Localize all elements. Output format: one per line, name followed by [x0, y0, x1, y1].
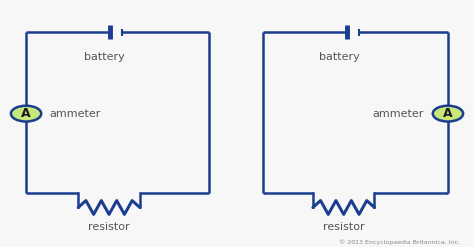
Circle shape	[11, 106, 41, 122]
Text: © 2013 Encyclopaedia Britannica, Inc.: © 2013 Encyclopaedia Britannica, Inc.	[338, 239, 460, 245]
Text: A: A	[443, 107, 453, 120]
Text: ammeter: ammeter	[373, 109, 424, 119]
Text: resistor: resistor	[323, 222, 365, 232]
Text: ammeter: ammeter	[50, 109, 101, 119]
Text: battery: battery	[84, 52, 125, 62]
Text: battery: battery	[319, 52, 359, 62]
Text: A: A	[21, 107, 31, 120]
Text: resistor: resistor	[88, 222, 130, 232]
Circle shape	[433, 106, 463, 122]
